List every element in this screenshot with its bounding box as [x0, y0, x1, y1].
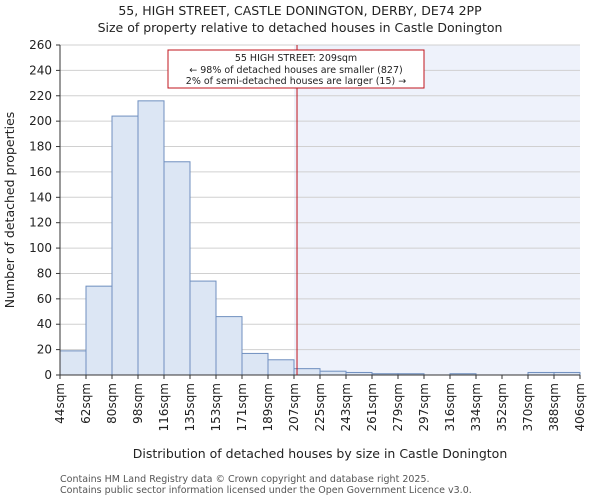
x-tick-label: 135sqm — [183, 383, 197, 431]
histogram-bar — [111, 115, 139, 376]
histogram-bar — [137, 100, 165, 376]
histogram-bar — [163, 161, 191, 376]
x-tick-label: 316sqm — [443, 383, 457, 431]
x-tick-label: 189sqm — [261, 383, 275, 431]
histogram-bar — [241, 352, 269, 376]
histogram-bar — [189, 280, 217, 376]
y-tick-label: 100 — [29, 241, 52, 255]
y-tick-label: 60 — [37, 292, 52, 306]
x-tick-label: 153sqm — [209, 383, 223, 431]
footer-copyright: Contains HM Land Registry data © Crown c… — [60, 474, 430, 485]
y-tick-label: 80 — [37, 266, 52, 280]
chart-title: 55, HIGH STREET, CASTLE DONINGTON, DERBY… — [118, 3, 482, 18]
y-tick-label: 200 — [29, 114, 52, 128]
highlight-region — [294, 45, 580, 375]
x-tick-label: 98sqm — [131, 383, 145, 424]
histogram-bar — [319, 370, 347, 376]
x-axis-title: Distribution of detached houses by size … — [133, 446, 508, 461]
annotation-line-2: ← 98% of detached houses are smaller (82… — [189, 65, 402, 76]
histogram-bar — [293, 368, 321, 376]
x-tick-label: 334sqm — [469, 383, 483, 431]
y-tick-label: 120 — [29, 216, 52, 230]
x-tick-label: 116sqm — [157, 383, 171, 431]
x-tick-label: 225sqm — [313, 383, 327, 431]
histogram-bar — [85, 285, 113, 376]
histogram-bar — [267, 359, 295, 376]
x-tick-label: 370sqm — [521, 383, 535, 431]
y-axis-title: Number of detached properties — [2, 112, 17, 309]
x-tick-label: 352sqm — [495, 383, 509, 431]
x-tick-label: 243sqm — [339, 383, 353, 431]
x-tick-label: 62sqm — [79, 383, 93, 424]
y-tick-label: 140 — [29, 190, 52, 204]
y-tick-label: 20 — [37, 343, 52, 357]
histogram-bar — [59, 350, 87, 376]
y-tick-label: 240 — [29, 63, 52, 77]
x-tick-label: 279sqm — [391, 383, 405, 431]
x-tick-label: 207sqm — [287, 383, 301, 431]
annotation-line-1: 55 HIGH STREET: 209sqm — [235, 53, 357, 64]
y-tick-label: 40 — [37, 317, 52, 331]
x-tick-label: 388sqm — [547, 383, 561, 431]
x-tick-label: 297sqm — [417, 383, 431, 431]
y-tick-label: 180 — [29, 140, 52, 154]
x-tick-label: 44sqm — [53, 383, 67, 424]
y-tick-label: 220 — [29, 89, 52, 103]
histogram-chart: 0 20 40 60 80 100 120 140 160 180 200 220 240 260 44sq… — [2, 38, 587, 461]
x-tick-label: 261sqm — [365, 383, 379, 431]
footer-licence: Contains public sector information licen… — [60, 485, 472, 496]
histogram-bar — [215, 316, 243, 376]
annotation-line-3: 2% of semi-detached houses are larger (1… — [186, 76, 406, 87]
y-tick-label: 0 — [44, 368, 52, 382]
annotation-box — [167, 49, 425, 89]
x-tick-label: 406sqm — [573, 383, 587, 431]
y-tick-label: 260 — [29, 38, 52, 52]
x-tick-label: 80sqm — [105, 383, 119, 424]
x-tick-label: 171sqm — [235, 383, 249, 431]
y-tick-label: 160 — [29, 165, 52, 179]
chart-subtitle: Size of property relative to detached ho… — [97, 20, 503, 35]
